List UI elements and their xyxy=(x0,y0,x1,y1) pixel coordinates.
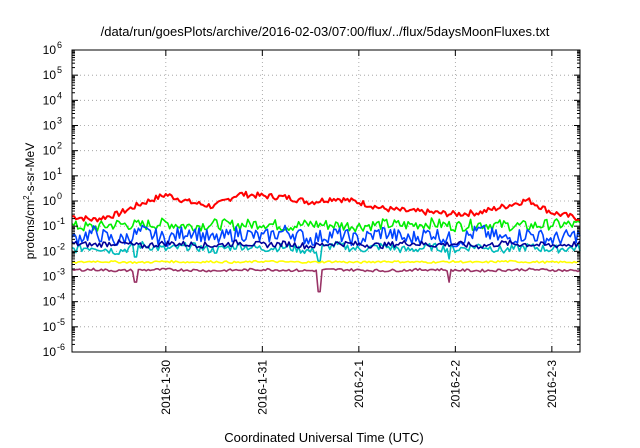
y-tick-label: 10 xyxy=(43,219,57,233)
y-tick-label: 10 xyxy=(43,295,57,309)
y-axis-label-rest: -s-sr-MeV xyxy=(23,143,37,196)
grid-lines xyxy=(72,50,580,352)
y-tick-exponent: 5 xyxy=(57,65,62,75)
series-line-2 xyxy=(71,217,581,233)
series-group xyxy=(71,190,581,293)
y-tick-exponent: 2 xyxy=(57,141,62,151)
y-tick-label: 10 xyxy=(43,320,57,334)
series-line-6 xyxy=(71,259,581,265)
x-tick-label: 2016-2-1 xyxy=(352,360,366,408)
series-line-7 xyxy=(71,267,581,293)
y-axis-label: protons/cm2-s-sr-MeV xyxy=(22,143,37,259)
chart-title: /data/run/goesPlots/archive/2016-02-03/0… xyxy=(101,24,550,39)
x-tick-label: 2016-2-3 xyxy=(545,360,559,408)
y-tick-label: 10 xyxy=(43,119,57,133)
x-tick-label: 2016-2-2 xyxy=(448,360,462,408)
y-tick-label: 10 xyxy=(43,169,57,183)
y-tick-label: 10 xyxy=(43,194,57,208)
y-tick-label: 10 xyxy=(43,68,57,82)
series-line-4 xyxy=(71,224,581,248)
y-tick-exponent: -1 xyxy=(57,216,65,226)
y-tick-label: 10 xyxy=(43,93,57,107)
y-tick-exponent: 6 xyxy=(57,40,62,50)
y-tick-label: 10 xyxy=(43,144,57,158)
y-tick-exponent: -6 xyxy=(57,342,65,352)
y-axis-label-superscript: 2 xyxy=(22,195,31,200)
series-line-5 xyxy=(71,239,581,250)
y-tick-exponent: 1 xyxy=(57,166,62,176)
x-axis-ticks: 2016-1-30 2016-1-31 2016-2-1 2016-2-2 2016-2… xyxy=(159,50,559,415)
y-tick-exponent: 3 xyxy=(57,116,62,126)
y-axis-ticks: 10 -610 -510 -410 -310 -210 -110 010 110 210 310 41… xyxy=(43,40,580,359)
y-tick-exponent: -4 xyxy=(57,292,65,302)
series-line-1 xyxy=(71,190,581,223)
y-tick-exponent: -3 xyxy=(57,267,65,277)
y-axis-label-text: protons/cm xyxy=(23,200,37,259)
y-tick-exponent: 0 xyxy=(57,191,62,201)
y-tick-label: 10 xyxy=(43,270,57,284)
x-tick-label: 2016-1-31 xyxy=(255,360,269,415)
y-tick-exponent: 4 xyxy=(57,90,62,100)
y-tick-label: 10 xyxy=(43,345,57,359)
x-tick-label: 2016-1-30 xyxy=(159,360,173,415)
y-tick-exponent: -2 xyxy=(57,241,65,251)
x-axis-label: Coordinated Universal Time (UTC) xyxy=(224,430,423,445)
y-tick-label: 10 xyxy=(43,244,57,258)
y-tick-label: 10 xyxy=(43,43,57,57)
y-tick-exponent: -5 xyxy=(57,317,65,327)
